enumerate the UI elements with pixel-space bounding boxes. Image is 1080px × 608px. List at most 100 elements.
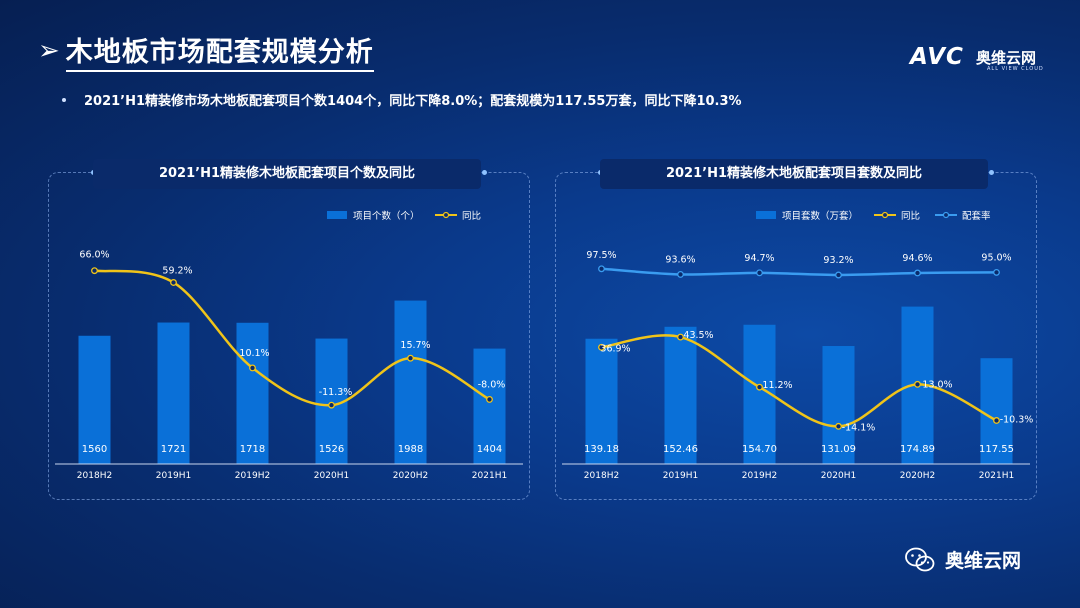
bar-data-label: 139.18 <box>584 444 619 455</box>
bar-data-label: 1526 <box>319 444 344 455</box>
line-data-label: 94.6% <box>902 253 932 264</box>
x-tick-label: 2021H1 <box>979 471 1014 481</box>
legend-label: 项目个数（个） <box>353 210 420 222</box>
line-data-label: -8.0% <box>478 379 506 390</box>
line-point <box>328 401 335 409</box>
x-tick-label: 2019H2 <box>742 471 777 481</box>
x-tick-label: 2020H1 <box>314 471 349 481</box>
bar <box>157 322 190 464</box>
line-data-label: 93.6% <box>665 254 695 265</box>
bar-data-label: 1404 <box>477 444 502 455</box>
legend-bar-swatch <box>756 211 776 219</box>
bar <box>394 300 427 464</box>
line-data-label: 43.5% <box>683 330 713 341</box>
line-data-label: 11.2% <box>762 380 792 391</box>
legend-label: 同比 <box>901 210 920 222</box>
x-tick-label: 2020H2 <box>393 471 428 481</box>
chart-project-count: 项目个数（个） 同比 1560 1721 1718 1526 1988 1404 2018H2 2… <box>55 210 523 481</box>
logo-brand: AVC <box>910 44 964 70</box>
chart-title: 2021’H1精装修木地板配套项目个数及同比 <box>93 159 481 189</box>
line-data-label: 36.9% <box>600 343 630 354</box>
panel-dot-icon <box>989 170 994 175</box>
bar-data-label: 1988 <box>398 444 423 455</box>
ratio-line <box>601 267 997 277</box>
yoy-line <box>601 334 998 428</box>
line-point <box>598 343 605 351</box>
bar-data-label: 1721 <box>161 444 186 455</box>
line-data-label: 95.0% <box>981 252 1011 263</box>
summary-line: 2021’H1精装修市场木地板配套项目个数1404个，同比下降8.0%；配套规模… <box>62 90 742 109</box>
chart-title: 2021’H1精装修木地板配套项目套数及同比 <box>600 159 988 189</box>
wechat-watermark: 奥维云网 <box>905 546 1021 573</box>
line-point <box>407 354 414 362</box>
bar-data-label: 174.89 <box>900 444 935 455</box>
line-point <box>993 417 1000 424</box>
legend-line-marker <box>442 211 450 219</box>
summary-text: 2021’H1精装修市场木地板配套项目个数1404个，同比下降8.0%；配套规模… <box>84 94 742 109</box>
line-point <box>249 364 256 372</box>
x-tick-label: 2021H1 <box>472 471 507 481</box>
line-point <box>486 395 493 403</box>
line-data-label: 59.2% <box>162 265 192 276</box>
bar <box>236 322 269 464</box>
avc-logo: AVC 奥维云网 ALL VIEW CLOUD <box>910 44 1060 74</box>
x-tick-label: 2018H2 <box>584 471 619 481</box>
line-point <box>756 383 763 391</box>
legend-line-marker <box>881 211 889 219</box>
bar-data-label: 1560 <box>82 444 107 455</box>
watermark-text: 奥维云网 <box>945 550 1022 572</box>
bullet-icon <box>62 97 66 102</box>
line-point <box>677 270 684 278</box>
x-tick-label: 2020H1 <box>821 471 856 481</box>
line-data-label: -10.3% <box>1000 414 1034 425</box>
bar <box>585 338 618 464</box>
line-point <box>677 333 684 341</box>
legend-label: 同比 <box>462 210 481 222</box>
line-point <box>91 267 98 275</box>
line-point <box>914 380 921 388</box>
line-data-label: 10.1% <box>239 348 269 359</box>
bar-data-label: 154.70 <box>742 444 777 455</box>
line-data-label: 66.0% <box>79 250 109 261</box>
line-point <box>835 422 842 430</box>
line-data-label: -14.1% <box>842 422 876 433</box>
panel-dot-icon <box>482 170 487 175</box>
bar-data-label: 117.55 <box>979 444 1014 455</box>
wechat-icon <box>905 547 935 571</box>
yoy-line <box>94 269 491 407</box>
x-tick-label: 2019H1 <box>663 471 698 481</box>
line-data-label: 93.2% <box>823 255 853 266</box>
bar <box>980 358 1013 464</box>
page-title-block: ➢ 木地板市场配套规模分析 <box>38 30 374 72</box>
line-point <box>598 265 605 273</box>
bar <box>473 348 506 464</box>
line-point <box>756 269 763 277</box>
chart-panel-project-count: 2021’H1精装修木地板配套项目个数及同比 项目个数（个） 同比 1560 1721… <box>48 159 530 500</box>
x-tick-label: 2019H1 <box>156 471 191 481</box>
line-point <box>835 271 842 279</box>
bar <box>78 335 111 464</box>
line-point <box>993 268 1000 276</box>
x-tick-label: 2018H2 <box>77 471 112 481</box>
bar-data-label: 1718 <box>240 444 265 455</box>
logo-name-en: ALL VIEW CLOUD <box>987 66 1044 72</box>
bar-data-label: 152.46 <box>663 444 698 455</box>
line-point <box>914 269 921 277</box>
logo-name-cn: 奥维云网 <box>976 49 1037 67</box>
line-data-label: 15.7% <box>400 340 430 351</box>
bar <box>664 326 697 464</box>
legend-bar-swatch <box>327 211 347 219</box>
legend-label: 项目套数（万套） <box>782 210 858 222</box>
line-data-label: 13.0% <box>922 379 952 390</box>
page-title: 木地板市场配套规模分析 <box>65 30 374 72</box>
chart-panel-unit-count: 2021’H1精装修木地板配套项目套数及同比 项目套数（万套） 同比 配套率 139.… <box>555 159 1037 500</box>
legend-label: 配套率 <box>962 210 991 222</box>
arrow-right-icon: ➢ <box>38 36 60 66</box>
line-point <box>170 279 177 286</box>
x-tick-label: 2019H2 <box>235 471 270 481</box>
line-data-label: -11.3% <box>319 387 353 398</box>
legend-line-marker <box>942 211 950 219</box>
line-data-label: 97.5% <box>586 250 616 261</box>
bar-data-label: 131.09 <box>821 444 856 455</box>
line-data-label: 94.7% <box>744 253 774 264</box>
